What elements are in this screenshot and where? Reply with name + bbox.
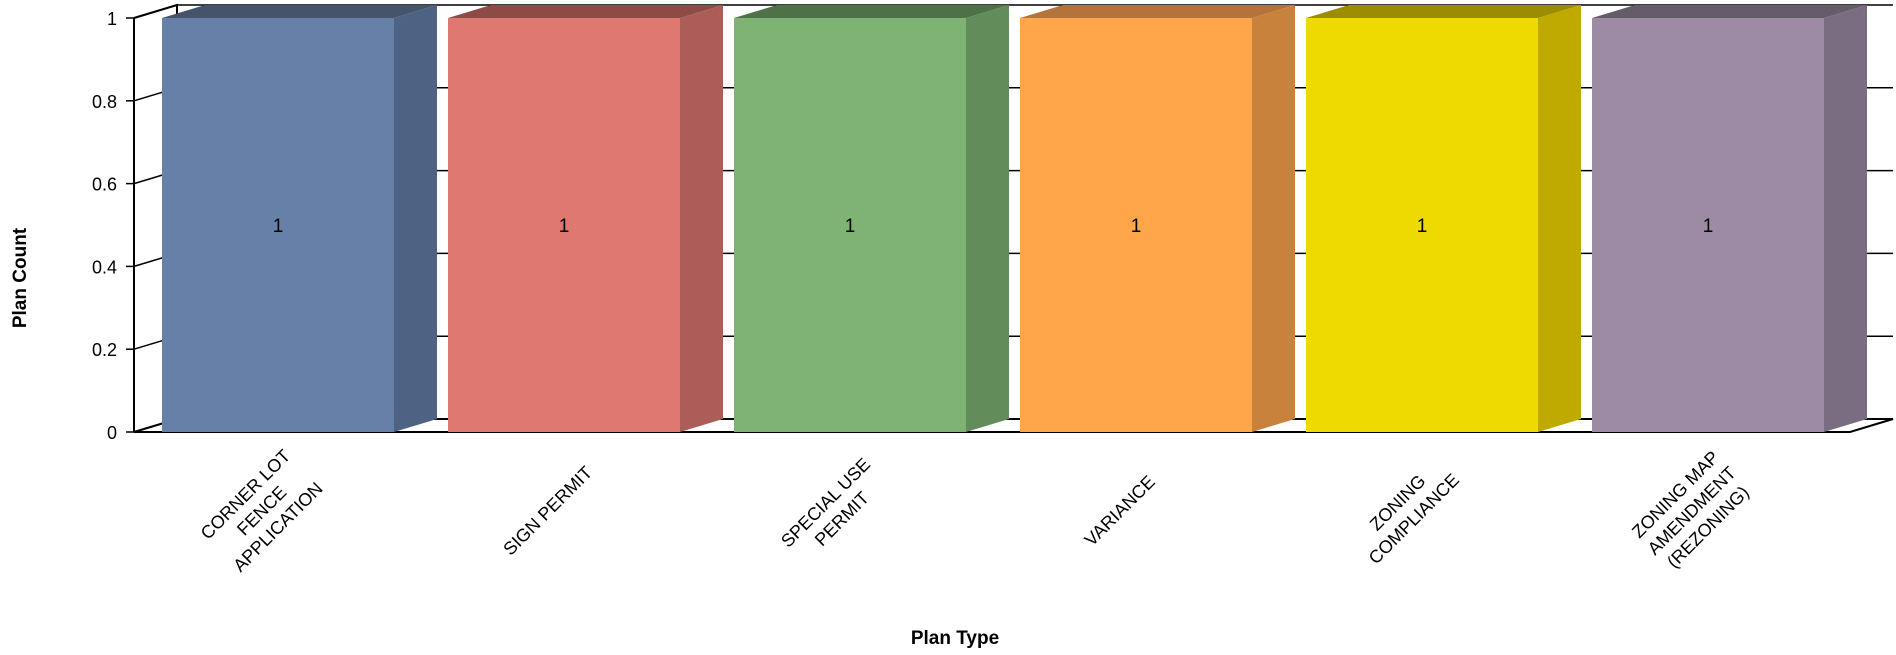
- bar-data-label: 1: [1417, 216, 1428, 237]
- bar-group: 1: [1592, 5, 1867, 432]
- bar-data-label: 1: [559, 216, 570, 237]
- x-tick-label: SPECIAL USEPERMIT: [777, 454, 890, 567]
- bar-group: 1: [1020, 5, 1295, 432]
- bar-data-label: 1: [845, 216, 856, 237]
- bar-top: [1592, 5, 1867, 18]
- bar-top: [162, 5, 437, 18]
- bar-top: [734, 5, 1009, 18]
- bar-data-label: 1: [1703, 216, 1714, 237]
- bar: [448, 18, 680, 432]
- bar: [162, 18, 394, 432]
- bar: [734, 18, 966, 432]
- bar-side: [1824, 5, 1867, 432]
- y-tick-label: 0.8: [92, 92, 117, 112]
- y-tick-label: 0.4: [92, 257, 117, 277]
- x-axis-tick-labels: CORNER LOTFENCEAPPLICATION SIGN PERMIT SPE…: [197, 446, 1756, 576]
- bar-group: 1: [1306, 5, 1581, 432]
- x-tick-label-line: SIGN PERMIT: [499, 462, 596, 559]
- x-tick-label: ZONING MAPAMENDMENT(REZONING): [1627, 446, 1756, 575]
- bar-data-label: 1: [1131, 216, 1142, 237]
- bar-side: [966, 5, 1009, 432]
- bars: 1 1 1 1 1 1: [162, 5, 1867, 432]
- bar: [1020, 18, 1252, 432]
- bar-side: [1252, 5, 1295, 432]
- x-tick-label: VARIANCE: [1081, 472, 1159, 550]
- bar-side: [394, 5, 437, 432]
- bar: [1592, 18, 1824, 432]
- y-tick-label: 0: [107, 423, 117, 443]
- bar-group: 1: [162, 5, 437, 432]
- bar-group: 1: [448, 5, 723, 432]
- x-tick-label: CORNER LOTFENCEAPPLICATION: [197, 446, 327, 576]
- bar-top: [1020, 5, 1295, 18]
- x-tick-label: ZONINGCOMPLIANCE: [1348, 453, 1463, 568]
- bar-group: 1: [734, 5, 1009, 432]
- bar-top: [448, 5, 723, 18]
- y-tick-label: 0.6: [92, 175, 117, 195]
- y-tick-label: 1: [107, 9, 117, 29]
- y-axis: 0 0.2 0.4 0.6 0.8 1: [92, 9, 135, 443]
- y-axis-label: Plan Count: [10, 227, 31, 328]
- bar-side: [1538, 5, 1581, 432]
- bar: [1306, 18, 1538, 432]
- y-tick-label: 0.2: [92, 340, 117, 360]
- x-tick-label-line: VARIANCE: [1081, 472, 1159, 550]
- x-tick-label: SIGN PERMIT: [499, 462, 596, 559]
- gridline-diagonal: [133, 4, 178, 19]
- bar-side: [680, 5, 723, 432]
- x-axis-label: Plan Type: [911, 628, 999, 649]
- bar-top: [1306, 5, 1581, 18]
- bar-data-label: 1: [273, 216, 284, 237]
